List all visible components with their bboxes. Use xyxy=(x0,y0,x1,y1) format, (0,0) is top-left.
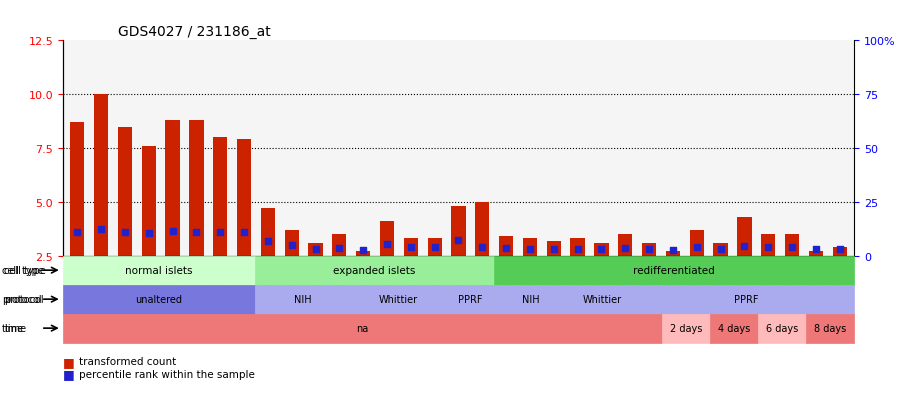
Text: cell type: cell type xyxy=(4,266,47,275)
Point xyxy=(523,246,538,252)
Text: PPRF: PPRF xyxy=(734,294,759,304)
Point xyxy=(165,228,180,235)
Point xyxy=(571,246,585,252)
Text: ■: ■ xyxy=(63,367,75,380)
Bar xyxy=(285,230,298,256)
Text: NIH: NIH xyxy=(521,294,539,304)
Point xyxy=(690,244,704,251)
Point xyxy=(451,237,466,243)
Bar xyxy=(571,239,584,256)
Bar xyxy=(333,235,346,256)
Text: expanded islets: expanded islets xyxy=(334,266,415,275)
Point xyxy=(761,244,776,251)
Bar xyxy=(619,235,632,256)
Text: protocol: protocol xyxy=(4,294,44,304)
Bar xyxy=(189,121,203,256)
Bar xyxy=(380,222,394,256)
Point xyxy=(714,246,728,252)
Point xyxy=(832,246,847,252)
Text: normal islets: normal islets xyxy=(125,266,192,275)
Point xyxy=(379,241,394,247)
Text: 6 days: 6 days xyxy=(766,323,798,333)
Point xyxy=(809,246,823,252)
Bar xyxy=(118,127,132,256)
Text: protocol: protocol xyxy=(2,294,41,304)
Point xyxy=(93,227,108,233)
Text: transformed count: transformed count xyxy=(79,356,176,366)
Text: redifferentiated: redifferentiated xyxy=(634,266,715,275)
Point xyxy=(404,244,418,251)
Point xyxy=(619,245,633,252)
Text: 2 days: 2 days xyxy=(670,323,702,333)
Text: NIH: NIH xyxy=(294,294,311,304)
Bar xyxy=(476,202,489,256)
Bar xyxy=(737,217,752,256)
Bar xyxy=(236,140,251,256)
Bar xyxy=(213,138,227,256)
Point xyxy=(70,229,85,235)
Point xyxy=(666,247,681,254)
Bar xyxy=(547,241,561,256)
Point xyxy=(737,243,752,250)
Point xyxy=(213,229,227,236)
Bar xyxy=(832,247,847,256)
Text: PPRF: PPRF xyxy=(458,294,483,304)
Text: ■: ■ xyxy=(63,355,75,368)
Bar xyxy=(690,230,704,256)
Point xyxy=(332,245,346,252)
Bar xyxy=(356,252,370,256)
Bar xyxy=(594,243,609,256)
Bar xyxy=(404,239,418,256)
Bar xyxy=(714,243,728,256)
Point xyxy=(141,230,156,237)
Text: na: na xyxy=(357,323,369,333)
Bar xyxy=(523,239,537,256)
Bar xyxy=(165,121,180,256)
Bar xyxy=(809,252,823,256)
Bar xyxy=(785,235,799,256)
Bar xyxy=(499,237,513,256)
Bar xyxy=(261,209,275,256)
Text: cell type: cell type xyxy=(2,266,44,275)
Text: Whittier: Whittier xyxy=(379,294,418,304)
Text: Whittier: Whittier xyxy=(583,294,622,304)
Point xyxy=(547,246,561,252)
Bar xyxy=(428,239,441,256)
Point xyxy=(427,244,441,251)
Point xyxy=(261,238,275,244)
Text: GDS4027 / 231186_at: GDS4027 / 231186_at xyxy=(119,25,271,39)
Bar xyxy=(93,95,108,256)
Point xyxy=(236,230,251,236)
Bar xyxy=(666,252,681,256)
Point xyxy=(785,244,799,251)
Point xyxy=(594,246,609,253)
Text: time: time xyxy=(4,323,27,333)
Bar xyxy=(70,123,85,256)
Text: 4 days: 4 days xyxy=(718,323,751,333)
Point xyxy=(499,245,513,252)
Text: percentile rank within the sample: percentile rank within the sample xyxy=(79,369,255,379)
Bar xyxy=(642,243,656,256)
Point xyxy=(642,246,656,253)
Bar xyxy=(308,243,323,256)
Point xyxy=(356,247,370,254)
Point xyxy=(189,229,203,235)
Point xyxy=(284,242,298,249)
Point xyxy=(118,229,132,235)
Text: 8 days: 8 days xyxy=(814,323,846,333)
Text: time: time xyxy=(2,323,24,333)
Point xyxy=(476,244,490,251)
Bar xyxy=(761,235,776,256)
Bar xyxy=(141,147,156,256)
Point xyxy=(308,246,323,252)
Text: unaltered: unaltered xyxy=(136,294,182,304)
Bar xyxy=(451,206,466,256)
